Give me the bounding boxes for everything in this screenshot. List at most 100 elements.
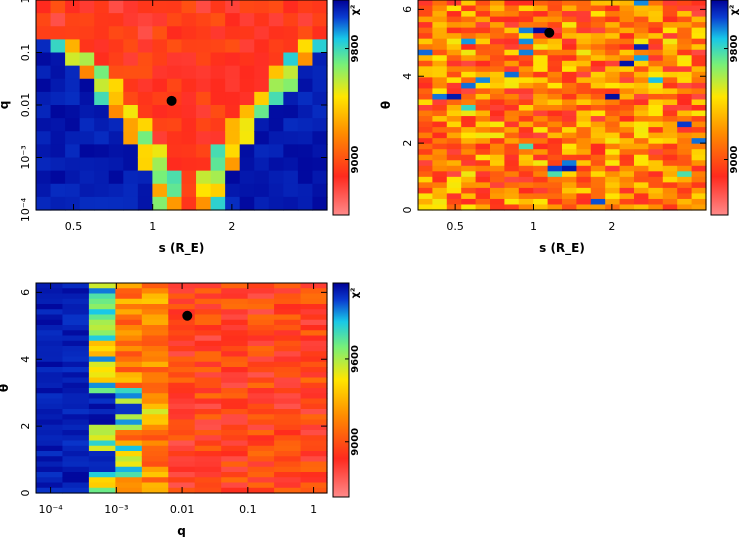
heatmap-cell (194, 335, 222, 342)
heatmap-cell (562, 127, 577, 134)
heatmap-cell (194, 472, 222, 478)
heatmap-cell (166, 65, 183, 80)
heatmap-cell (300, 346, 328, 352)
heatmap-cell (619, 198, 635, 206)
heatmap-cell (181, 13, 197, 27)
heatmap-cell (504, 165, 520, 172)
heatmap-cell (225, 144, 241, 159)
heatmap-cell (576, 176, 592, 183)
heatmap-cell (475, 143, 491, 150)
heatmap-cell (648, 171, 664, 178)
heatmap-cell (36, 304, 64, 310)
heatmap-cell (274, 382, 302, 389)
heatmap-cell (88, 419, 116, 426)
heatmap-cell (619, 193, 635, 200)
heatmap-cell (605, 182, 621, 189)
heatmap-cell (648, 22, 664, 29)
heatmap-cell (115, 309, 143, 316)
heatmap-cell (533, 110, 549, 117)
heatmap-cell (36, 288, 64, 295)
heatmap-cell (590, 187, 606, 195)
heatmap-cell (475, 33, 491, 40)
heatmap-cell (677, 176, 693, 183)
heatmap-cell (196, 157, 212, 172)
heatmap-cell (247, 451, 275, 457)
heatmap-cell (168, 419, 196, 426)
heatmap-cell (461, 105, 477, 112)
heatmap-cell (210, 105, 226, 119)
heatmap-cell (36, 419, 64, 426)
heatmap-cell (432, 55, 448, 62)
heatmap-cell (210, 26, 226, 40)
heatmap-cell (533, 49, 549, 56)
heatmap-cell (634, 121, 649, 128)
heatmap-cell (533, 0, 549, 7)
heatmap-cell (605, 77, 621, 84)
heatmap-cell (432, 49, 448, 56)
heatmap-cell (50, 39, 66, 54)
heatmap-cell (432, 143, 448, 150)
heatmap-cell (108, 39, 124, 54)
heatmap-cell (62, 340, 90, 347)
heatmap-cell (691, 66, 707, 73)
heatmap-cell (490, 116, 505, 123)
heatmap-cell (418, 138, 433, 145)
heatmap-cell (79, 13, 95, 27)
heatmap-cell (297, 52, 314, 67)
heatmap-cell (461, 121, 477, 128)
heatmap-cell (239, 170, 255, 185)
heatmap-cell (300, 445, 328, 452)
heatmap-cell (115, 409, 143, 415)
heatmap-cell (504, 105, 520, 112)
heatmap-cell (225, 157, 241, 172)
heatmap-cell (547, 160, 563, 167)
heatmap-cell (662, 105, 678, 112)
heatmap-cell (533, 33, 549, 40)
heatmap-cell (576, 187, 592, 195)
heatmap-cell (446, 77, 462, 84)
heatmap-cell (619, 33, 635, 40)
heatmap-cell (576, 55, 592, 62)
heatmap-cell (108, 144, 124, 159)
heatmap-cell (648, 44, 664, 51)
heatmap-cell (62, 283, 90, 289)
heatmap-cell (418, 204, 433, 211)
heatmap-cell (547, 60, 563, 67)
heatmap-cell (432, 60, 448, 67)
heatmap-cell (221, 304, 249, 310)
heatmap-cell (446, 154, 462, 161)
heatmap-cell (221, 419, 249, 426)
heatmap-cell (432, 0, 448, 7)
heatmap-cell (50, 13, 66, 27)
heatmap-cell (562, 0, 577, 7)
heatmap-cell (490, 204, 505, 211)
heatmap-cell (297, 144, 314, 159)
heatmap-cell (36, 361, 64, 368)
heatmap-cell (221, 414, 249, 421)
heatmap-cell (490, 44, 505, 51)
heatmap-cell (619, 49, 635, 56)
heatmap-cell (283, 131, 299, 145)
heatmap-cell (221, 445, 249, 452)
heatmap-cell (94, 39, 110, 54)
heatmap-cell (475, 93, 491, 101)
heatmap-cell (533, 99, 549, 106)
heatmap-cell (576, 16, 592, 23)
heatmap-cell (50, 170, 66, 185)
heatmap-cell (247, 472, 275, 478)
heatmap-cell (418, 149, 433, 156)
heatmap-cell (562, 198, 577, 206)
heatmap-cell (432, 127, 448, 134)
heatmap-cell (518, 82, 534, 90)
heatmap-cell (490, 187, 505, 195)
heatmap-cell (62, 487, 90, 494)
heatmap-cell (137, 131, 153, 145)
heatmap-cell (239, 144, 255, 159)
heatmap-cell (576, 143, 592, 150)
heatmap-cell (88, 367, 116, 373)
heatmap-cell (446, 93, 462, 101)
heatmap-cell (691, 127, 707, 134)
heatmap-cell (62, 367, 90, 373)
heatmap-cell (504, 38, 520, 45)
chart-panel-3: 10⁻⁴10⁻³0.010.110246qθ90009600χ² (0, 282, 361, 537)
